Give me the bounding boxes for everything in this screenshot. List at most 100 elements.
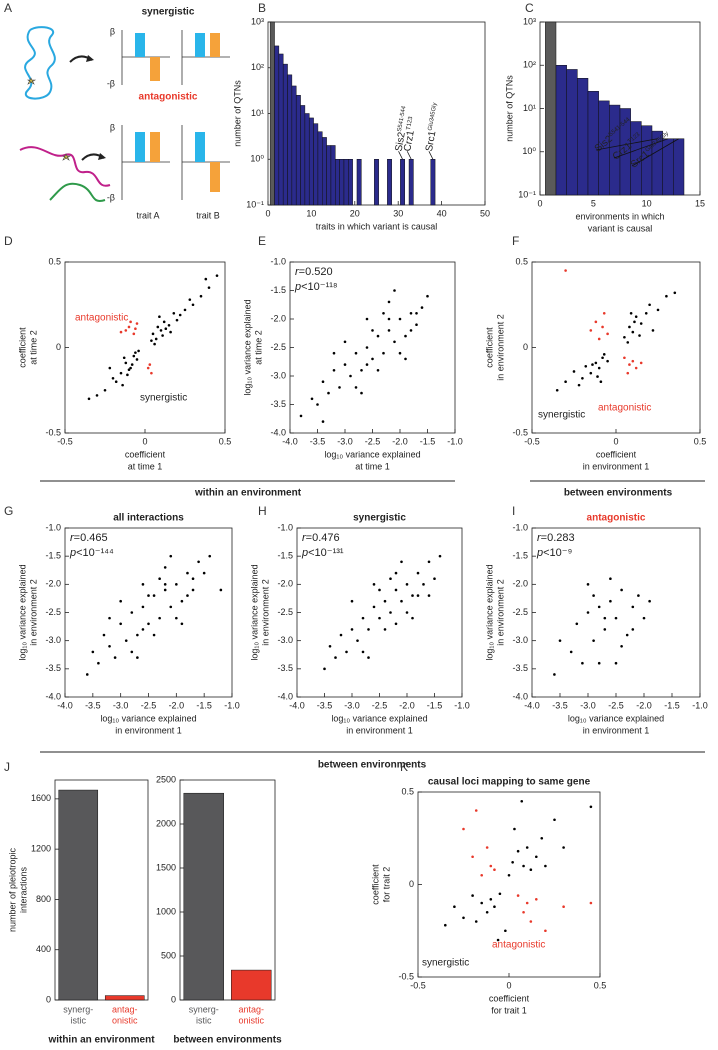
y-tick-label: -2.0: [277, 579, 293, 589]
scatter-point: [626, 371, 630, 375]
y-tick-label: -2.0: [512, 579, 528, 589]
scatter-point: [591, 363, 594, 366]
scatter-point: [569, 650, 573, 654]
scatter-point: [592, 639, 595, 642]
scatter-point: [393, 289, 396, 292]
gene-name: Sis2: [393, 131, 407, 152]
scatter-point: [614, 661, 618, 665]
x-tick-label: -3.5: [317, 700, 333, 710]
divider-label: between environments: [564, 488, 673, 499]
scatter-point: [208, 554, 212, 558]
y-tick-label: -2.0: [45, 579, 61, 589]
scatter-point: [91, 650, 95, 654]
scatter-point: [350, 628, 354, 631]
stat-symbol: p: [294, 281, 301, 293]
scatter-point: [586, 583, 590, 586]
divider-label: between environments: [318, 760, 427, 771]
scatter-point: [148, 363, 152, 366]
y-tick-label: 400: [36, 944, 51, 954]
scatter-point: [535, 855, 538, 859]
x-tick-label: -2.0: [636, 700, 652, 710]
scatter-point: [376, 369, 380, 372]
stat-label: r=0.283: [537, 532, 575, 544]
y-tick-label: -2.0: [270, 313, 286, 323]
scatter-point: [361, 616, 365, 620]
bar: [231, 969, 272, 1001]
x-tick-label: -1.5: [664, 700, 680, 710]
scatter-point: [371, 357, 374, 361]
scatter-point: [136, 633, 139, 637]
scatter-point: [516, 894, 520, 897]
scatter-point: [562, 905, 565, 908]
scatter-point: [522, 864, 525, 868]
scatter-point: [350, 599, 354, 603]
scatter-point: [158, 315, 161, 319]
x-tick-label: 15: [695, 198, 705, 208]
scatter-point: [108, 366, 112, 370]
scatter-point: [394, 622, 398, 626]
y-axis-label: interactions: [18, 866, 28, 913]
scatter-point: [169, 330, 172, 334]
scatter-point: [535, 898, 538, 901]
scatter-point: [186, 594, 189, 597]
scatter-point: [186, 571, 189, 575]
scatter-point: [136, 656, 139, 659]
scatter-point: [398, 317, 402, 321]
scatter-point: [673, 291, 677, 295]
scatter-point: [299, 414, 303, 418]
scatter-point: [592, 594, 595, 597]
x-tick-label: 5: [591, 198, 596, 208]
scatter-point: [147, 594, 150, 597]
beta-label: -β: [107, 78, 115, 88]
scatter-point: [628, 363, 631, 366]
histogram-bar: [287, 74, 293, 206]
x-tick-label: -3.0: [337, 436, 353, 446]
scatter-point: [589, 329, 593, 332]
scatter-point: [124, 361, 128, 365]
x-tick-label: -3.5: [85, 700, 101, 710]
scatter-point: [323, 667, 326, 671]
y-tick-label: 10²: [251, 62, 264, 72]
scatter-point: [121, 383, 124, 387]
scatter-point: [409, 329, 413, 332]
y-tick-label: -1.5: [45, 551, 61, 561]
scatter-point: [367, 656, 370, 659]
stat-value: =0.465: [74, 532, 108, 544]
x-tick-label: istic: [196, 1015, 212, 1025]
scatter-point: [135, 322, 139, 325]
x-axis-label: traits in which variant is causal: [316, 221, 438, 231]
y-tick-label: 10⁰: [522, 146, 536, 156]
x-tick-label: -2.0: [399, 700, 415, 710]
scatter-point: [137, 349, 140, 353]
x-axis-label: in environment 1: [115, 725, 182, 735]
x-tick-label: 30: [393, 208, 403, 218]
plot-title: synergistic: [353, 513, 406, 524]
y-tick-label: 0.5: [48, 256, 61, 266]
scatter-point: [199, 294, 203, 298]
gene-annotation: Src1Glu345Gly: [424, 102, 443, 152]
y-tick-label: -3.5: [270, 399, 286, 409]
scatter-point: [444, 923, 447, 927]
scatter-point: [343, 340, 347, 344]
scatter-point: [626, 341, 630, 344]
histogram-bar: [317, 131, 323, 206]
x-axis-label: coefficient: [125, 449, 166, 459]
x-tick-label: -2.5: [365, 436, 381, 446]
scatter-point: [360, 391, 363, 395]
scatter-point: [620, 588, 623, 592]
mutation-star: [27, 77, 37, 85]
scatter-point: [126, 373, 129, 377]
y-tick-label: 0: [171, 994, 176, 1004]
scatter-point: [529, 868, 533, 871]
scatter-point: [354, 351, 358, 355]
y-axis-label: at time 2: [253, 330, 263, 365]
scatter-point: [400, 599, 403, 603]
scatter-point: [180, 622, 184, 626]
region-label: synergistic: [140, 393, 187, 404]
protein-sketch: [19, 146, 111, 187]
x-tick-label: synerg-: [63, 1004, 93, 1014]
stat-value: =0.283: [541, 532, 575, 544]
scatter-point: [629, 312, 633, 315]
x-axis-label: at time 1: [355, 461, 390, 471]
x-tick-label: -2.5: [608, 700, 624, 710]
